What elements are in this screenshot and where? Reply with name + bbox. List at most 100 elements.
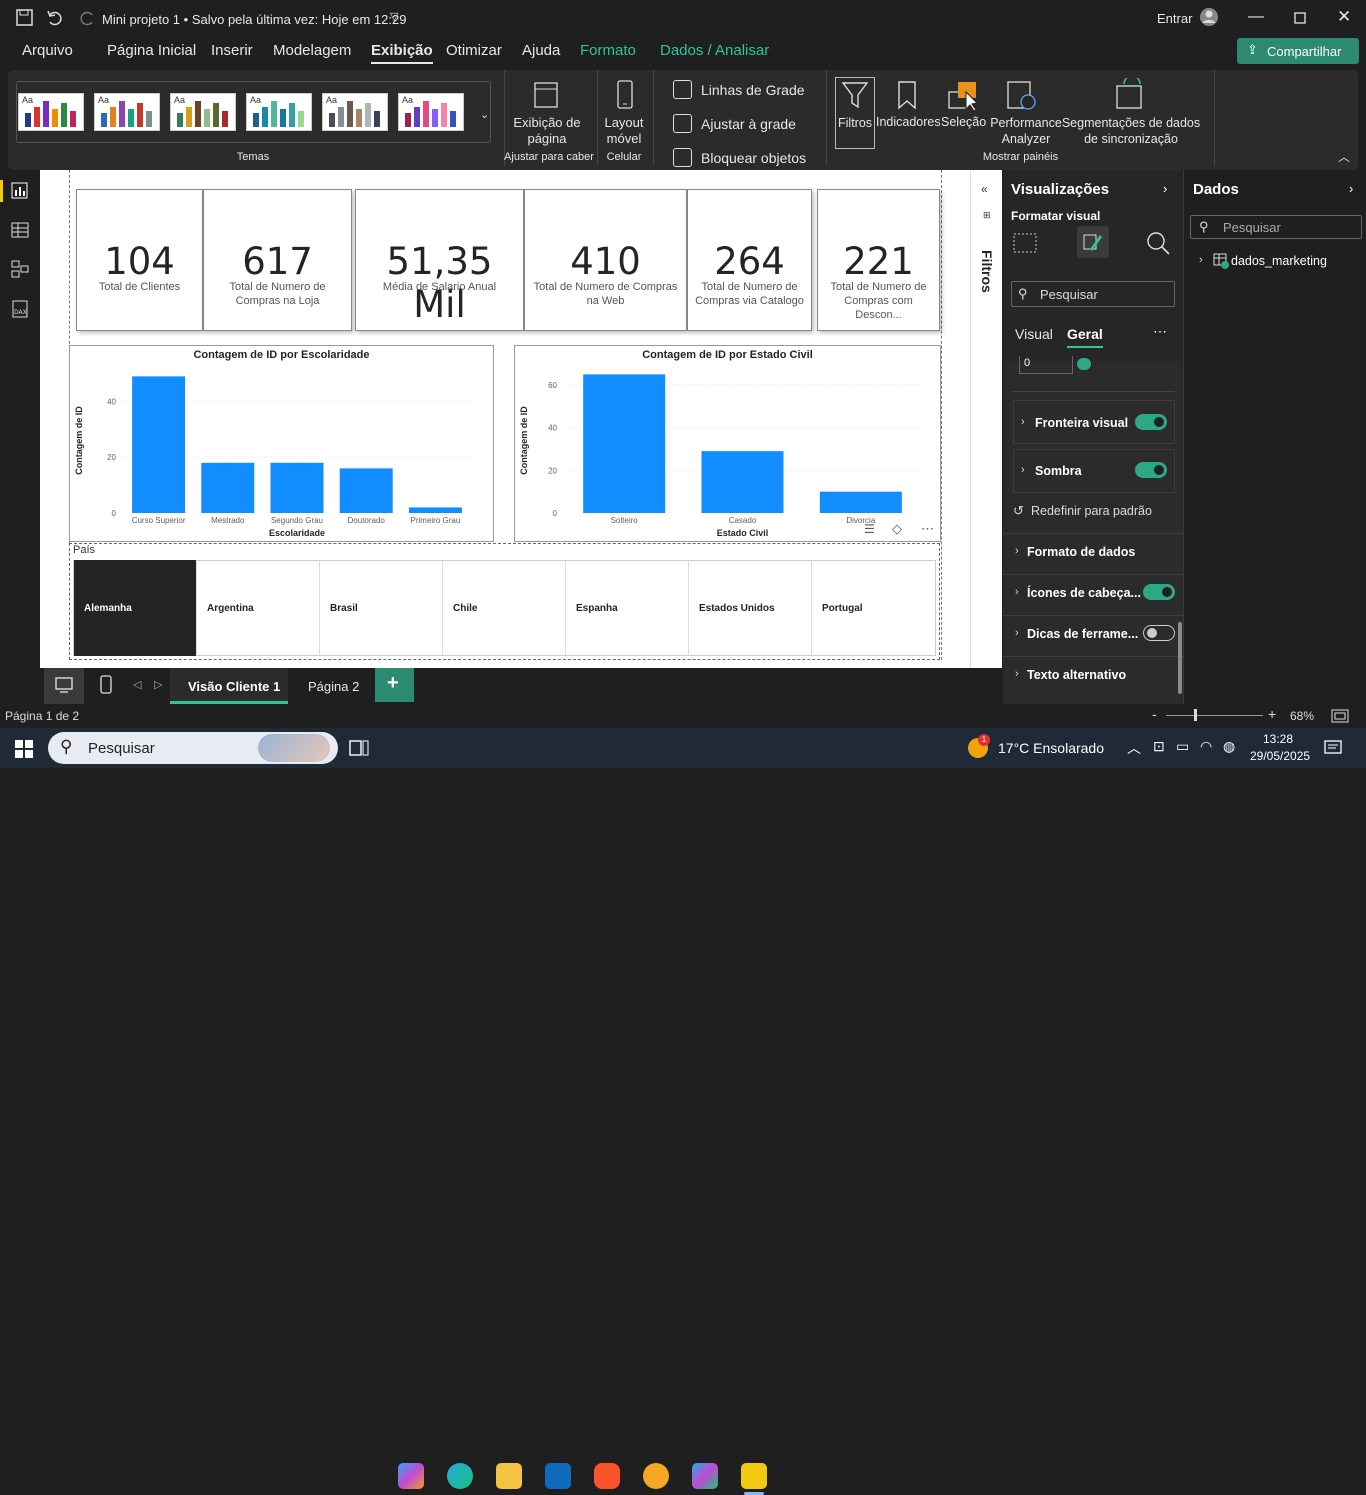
- add-page-button[interactable]: +: [375, 668, 414, 702]
- edge-icon[interactable]: [447, 1463, 473, 1489]
- gallery-expand-icon[interactable]: ⌄: [480, 109, 490, 121]
- windows-start-icon[interactable]: [14, 739, 34, 759]
- sync-slicers-button[interactable]: Segmentações de dados de sincronização: [1061, 116, 1201, 146]
- mobile-layout-button[interactable]: Layout móvel: [604, 115, 644, 146]
- dax-query-icon[interactable]: DAX: [11, 300, 29, 318]
- tray-chevron-icon[interactable]: ︿: [1127, 740, 1141, 756]
- notifications-icon[interactable]: [1324, 739, 1342, 757]
- kpi-card-compras-catalogo[interactable]: 264 Total de Numero de Compras via Catal…: [687, 189, 812, 331]
- clock-time[interactable]: 13:28: [1263, 732, 1294, 746]
- sombra-section[interactable]: [1013, 449, 1175, 493]
- reset-default-link[interactable]: Redefinir para padrão: [1031, 504, 1152, 518]
- bookmarks-button[interactable]: Indicadores: [876, 115, 941, 129]
- build-visual-icon[interactable]: [1013, 231, 1039, 255]
- menu-otimizar[interactable]: Otimizar: [446, 42, 502, 59]
- save-icon[interactable]: [16, 9, 34, 27]
- tab-visual[interactable]: Visual: [1015, 326, 1053, 342]
- share-button[interactable]: ⇪ Compartilhar: [1237, 38, 1359, 64]
- close-icon[interactable]: ✕: [1337, 7, 1352, 26]
- battery-icon[interactable]: ▭: [1176, 738, 1190, 754]
- theme-swatch[interactable]: Aa: [18, 93, 84, 131]
- lock-checkbox[interactable]: [673, 148, 692, 167]
- fit-page-icon[interactable]: [1331, 709, 1349, 723]
- signin-link[interactable]: Entrar: [1157, 11, 1193, 26]
- volume-icon[interactable]: ◍: [1223, 738, 1236, 754]
- taskbar-search[interactable]: ⚲ Pesquisar: [48, 732, 338, 764]
- expand-table-icon[interactable]: ›: [1199, 254, 1203, 266]
- visual-focus-icon[interactable]: ◇: [892, 521, 902, 536]
- theme-swatch[interactable]: Aa: [170, 93, 236, 131]
- collapse-ribbon-icon[interactable]: ︿: [1338, 150, 1351, 164]
- gridlines-checkbox[interactable]: [673, 80, 692, 99]
- formato-dados-section[interactable]: Formato de dados: [1027, 545, 1136, 559]
- slicer-item-brasil[interactable]: Brasil: [320, 560, 443, 656]
- fronteira-visual-toggle[interactable]: [1135, 414, 1167, 430]
- performance-analyzer-button[interactable]: Performance Analyzer: [990, 116, 1062, 146]
- chart-estado-civil[interactable]: Contagem de ID por Estado Civil Contagem …: [514, 345, 941, 542]
- slicer-item-espanha[interactable]: Espanha: [566, 560, 689, 656]
- viz-search-input[interactable]: ⚲ Pesquisar: [1011, 281, 1175, 307]
- weather-text[interactable]: 17°C Ensolarado: [998, 740, 1104, 756]
- kpi-card-salario[interactable]: 51,35 Mil Média de Salario Anual: [355, 189, 524, 331]
- tray-app-icon[interactable]: ⊡: [1153, 738, 1165, 754]
- zoom-slider-thumb[interactable]: [1194, 709, 1197, 721]
- clock-date[interactable]: 29/05/2025: [1250, 749, 1311, 763]
- dicas-ferramenta-section[interactable]: Dicas de ferrame...: [1027, 627, 1139, 641]
- sombra-toggle[interactable]: [1135, 462, 1167, 478]
- task-view-icon[interactable]: [349, 738, 369, 758]
- next-page-icon[interactable]: ▷: [154, 679, 163, 691]
- collapse-viz-icon[interactable]: ›: [1163, 181, 1168, 196]
- format-visual-tab[interactable]: [1077, 226, 1109, 258]
- fronteira-visual-section[interactable]: [1013, 400, 1175, 444]
- collapse-data-icon[interactable]: ›: [1349, 181, 1354, 196]
- spin-input[interactable]: 0: [1019, 356, 1073, 374]
- menu-dados-analisar[interactable]: Dados / Analisar: [660, 42, 770, 59]
- zoom-slider[interactable]: [1166, 715, 1263, 716]
- slicer-item-portugal[interactable]: Portugal: [822, 603, 863, 614]
- desktop-view-button[interactable]: [44, 668, 84, 704]
- report-view-icon[interactable]: [11, 182, 29, 200]
- menu-ajuda[interactable]: Ajuda: [522, 42, 561, 59]
- visual-more-icon[interactable]: ⋯: [921, 521, 934, 536]
- menu-pagina-inicial[interactable]: Página Inicial: [107, 42, 197, 59]
- menu-inserir[interactable]: Inserir: [211, 42, 253, 59]
- minimize-icon[interactable]: —: [1248, 8, 1264, 25]
- slicer-item-chile[interactable]: Chile: [443, 560, 566, 656]
- dicas-ferramenta-toggle[interactable]: [1143, 625, 1175, 641]
- wifi-icon[interactable]: ◠: [1200, 738, 1213, 754]
- tab-visao-cliente-1[interactable]: Visão Cliente 1: [170, 668, 288, 704]
- snap-checkbox[interactable]: [673, 114, 692, 133]
- zoom-in-icon[interactable]: +: [1268, 706, 1277, 722]
- theme-swatch[interactable]: Aa: [322, 93, 388, 131]
- page-view-button[interactable]: Exibição de página: [513, 115, 581, 146]
- table-dados-marketing[interactable]: dados_marketing: [1231, 254, 1327, 268]
- menu-formato[interactable]: Formato: [580, 42, 636, 59]
- visual-filter-icon[interactable]: ☰: [864, 522, 875, 536]
- expand-filters-icon[interactable]: «: [981, 182, 988, 196]
- browser-icon[interactable]: [643, 1463, 669, 1489]
- undo-icon[interactable]: [46, 9, 64, 27]
- more-options-icon[interactable]: ⋯: [1153, 323, 1167, 339]
- menu-exibicao[interactable]: Exibição: [371, 42, 433, 64]
- tab-geral[interactable]: Geral: [1067, 326, 1103, 348]
- menu-modelagem[interactable]: Modelagem: [273, 42, 352, 59]
- theme-swatch[interactable]: Aa: [398, 93, 464, 131]
- filters-button[interactable]: Filtros: [835, 77, 875, 149]
- maximize-icon[interactable]: [1294, 12, 1306, 24]
- outlook-icon[interactable]: [545, 1463, 571, 1489]
- power-bi-icon[interactable]: [741, 1463, 767, 1489]
- viz-scrollbar[interactable]: [1178, 622, 1182, 694]
- tab-pagina-2[interactable]: Página 2: [308, 679, 360, 694]
- file-explorer-icon[interactable]: [496, 1463, 522, 1489]
- m365-icon[interactable]: [692, 1463, 718, 1489]
- prev-page-icon[interactable]: ◁: [133, 679, 142, 691]
- table-view-icon[interactable]: [11, 221, 29, 239]
- slicer-item-alemanha[interactable]: Alemanha: [74, 560, 197, 656]
- slicer-item-estados-unidos[interactable]: Estados Unidos: [689, 560, 812, 656]
- zoom-out-icon[interactable]: -: [1152, 706, 1157, 722]
- chart-escolaridade[interactable]: Contagem de ID por Escolaridade Contagem …: [69, 345, 494, 542]
- data-search-input[interactable]: ⚲ Pesquisar: [1190, 215, 1362, 239]
- texto-alternativo-section[interactable]: Texto alternativo: [1027, 668, 1127, 682]
- icones-cabecalho-toggle[interactable]: [1143, 584, 1175, 600]
- redo-icon[interactable]: [78, 9, 96, 27]
